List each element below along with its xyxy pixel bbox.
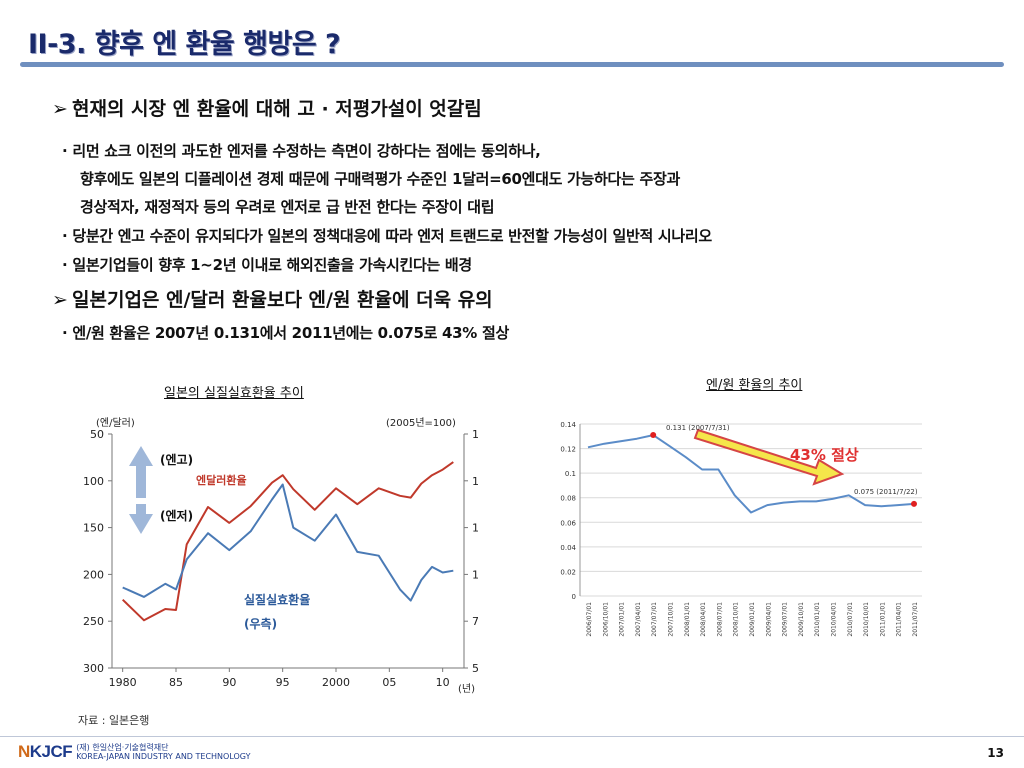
right-x-tick-label: 2008/07/01 <box>716 602 723 637</box>
arrow-bullet-icon: ➢ <box>52 289 68 311</box>
left-y-tick-label: 150 <box>83 522 104 535</box>
right-x-tick-label: 2011/07/01 <box>912 602 919 637</box>
right-x-tick-label: 2011/04/01 <box>896 602 903 637</box>
label-reer-side: (우측) <box>244 616 277 631</box>
right-y-tick-label: 125 <box>472 522 478 535</box>
left-axis-unit: (엔/달러) <box>96 417 135 429</box>
x-tick-label: 85 <box>169 676 183 689</box>
label-depreciation: (엔저) <box>160 508 193 523</box>
left-y-tick-label: 200 <box>83 568 104 581</box>
high-point-marker <box>650 432 657 439</box>
right-y-tick-label: 0.14 <box>560 421 576 429</box>
right-x-tick-label: 2008/04/01 <box>700 602 707 637</box>
right-x-tick-label: 2007/01/01 <box>619 602 626 637</box>
right-x-tick-label: 2009/10/01 <box>798 602 805 637</box>
right-chart: 0 0.02 0.04 0.06 0.08 0.1 0.12 0.14 2006/07/01 2… <box>558 408 930 680</box>
right-y-tick-label: 0.1 <box>565 470 576 478</box>
section2-heading-text: 일본기업은 엔/달러 환율보다 엔/원 환율에 더욱 유의 <box>72 289 493 311</box>
depreciation-arrow-icon <box>693 428 845 486</box>
x-tick-label: 10 <box>436 676 450 689</box>
right-y-tick-label: 75 <box>472 615 478 628</box>
section1-line2: 향후에도 일본의 디플레이션 경제 때문에 구매력평가 수준인 1달러=60엔대… <box>80 170 680 188</box>
section1-line3: 경상적자, 재정적자 등의 우려로 엔저로 급 반전 한다는 주장이 대립 <box>80 198 495 216</box>
callout-label: 43% 절상 <box>790 446 859 464</box>
section1-line5: · 일본기업들이 향후 1~2년 이내로 해외진출을 가속시킨다는 배경 <box>62 256 472 274</box>
label-reer: 실질실효환율 <box>244 592 310 607</box>
latest-point-marker <box>911 500 917 507</box>
annotation-low: 0.075 (2011/7/22) <box>854 488 918 496</box>
page-number: 13 <box>987 746 1004 760</box>
slide-title: II-3. 향후 엔 환율 행방은 ? <box>28 29 341 60</box>
right-x-tick-label: 2009/01/01 <box>749 602 756 637</box>
source-note: 자료 : 일본은행 <box>78 714 150 727</box>
right-x-tick-label: 2010/10/01 <box>863 602 870 637</box>
right-y-tick-label: 150 <box>472 475 478 488</box>
right-axis-unit: (2005년=100) <box>386 417 456 429</box>
right-x-tick-label: 2006/10/01 <box>602 602 609 637</box>
right-y-tick-label: 0.02 <box>560 568 576 576</box>
right-x-tick-label: 2010/04/01 <box>831 602 838 637</box>
right-x-tick-label: 2011/01/01 <box>879 602 886 637</box>
left-chart-caption: 일본의 실질실효환율 추이 <box>164 386 304 401</box>
title-divider <box>20 62 1004 67</box>
right-x-tick-label: 2007/07/01 <box>651 602 658 637</box>
direction-arrow-icon <box>129 446 153 534</box>
x-tick-label: 1980 <box>109 676 137 689</box>
right-y-tick-label: 50 <box>472 662 478 675</box>
section1-line4: · 당분간 엔고 수준이 유지되다가 일본의 정책대응에 따라 엔저 트랜드로 … <box>62 227 712 245</box>
right-x-tick-label: 2008/01/01 <box>684 602 691 637</box>
section1-heading-text: 현재의 시장 엔 환율에 대해 고 · 저평가설이 엇갈림 <box>72 98 482 120</box>
right-y-tick-label: 0 <box>572 593 576 601</box>
annotation-high: 0.131 (2007/7/31) <box>666 424 730 432</box>
section2-heading: ➢ 일본기업은 엔/달러 환율보다 엔/원 환율에 더욱 유의 <box>52 285 493 312</box>
right-y-tick-label: 0.06 <box>560 519 576 527</box>
right-chart-caption: 엔/원 환율의 추이 <box>706 378 803 393</box>
left-y-tick-label: 250 <box>83 615 104 628</box>
left-chart-svg: 50 100 150 200 250 300 50 75 100 125 150 175 1980 8… <box>68 406 493 706</box>
section1-line1: · 리먼 쇼크 이전의 과도한 엔저를 수정하는 측면이 강하다는 점에는 동의… <box>62 142 541 160</box>
right-y-tick-label: 0.12 <box>560 446 576 454</box>
right-y-tick-label: 0.08 <box>560 495 576 503</box>
yen-won-series-line <box>587 434 915 514</box>
left-y-tick-label: 100 <box>83 475 104 488</box>
left-y-tick-label: 50 <box>90 428 104 441</box>
footer-divider <box>0 736 1024 737</box>
right-x-tick-label: 2009/07/01 <box>782 602 789 637</box>
kjcf-logo-org-icon: (재) 한일산업·기술협력재단 KOREA-JAPAN INDUSTRY AND … <box>76 743 251 761</box>
x-tick-label: 2000 <box>322 676 350 689</box>
right-y-tick-label: 175 <box>472 428 478 441</box>
left-y-tick-label: 300 <box>83 662 104 675</box>
left-chart: 50 100 150 200 250 300 50 75 100 125 150 175 1980 8… <box>68 406 493 706</box>
right-x-tick-label: 2007/04/01 <box>635 602 642 637</box>
right-x-tick-label: 2010/07/01 <box>847 602 854 637</box>
right-x-tick-label: 2007/10/01 <box>668 602 675 637</box>
right-y-tick-label: 100 <box>472 568 478 581</box>
right-x-tick-label: 2006/07/01 <box>586 602 593 637</box>
right-x-tick-label: 2010/01/01 <box>814 602 821 637</box>
section1-heading: ➢ 현재의 시장 엔 환율에 대해 고 · 저평가설이 엇갈림 <box>52 94 482 121</box>
x-axis-unit: (년) <box>458 683 475 695</box>
x-tick-label: 90 <box>222 676 236 689</box>
x-tick-label: 05 <box>382 676 396 689</box>
right-y-tick-label: 0.04 <box>560 544 576 552</box>
right-chart-svg: 0 0.02 0.04 0.06 0.08 0.1 0.12 0.14 2006/07/01 2… <box>558 408 930 680</box>
right-x-tick-label: 2008/10/01 <box>733 602 740 637</box>
x-tick-label: 95 <box>276 676 290 689</box>
reer-series-line <box>122 483 454 602</box>
right-x-tick-label: 2009/04/01 <box>765 602 772 637</box>
arrow-bullet-icon: ➢ <box>52 98 68 120</box>
kjcf-logo-mark-icon: NKJCF <box>18 742 73 761</box>
section2-line1: · 엔/원 환율은 2007년 0.131에서 2011년에는 0.075로 4… <box>62 324 509 342</box>
kjcf-logo: NKJCF (재) 한일산업·기술협력재단 KOREA-JAPAN INDUSTR… <box>18 740 250 764</box>
label-yen-dollar: 엔달러환율 <box>196 473 247 487</box>
yen-dollar-series-line <box>122 461 454 622</box>
label-appreciation: (엔고) <box>160 452 193 467</box>
